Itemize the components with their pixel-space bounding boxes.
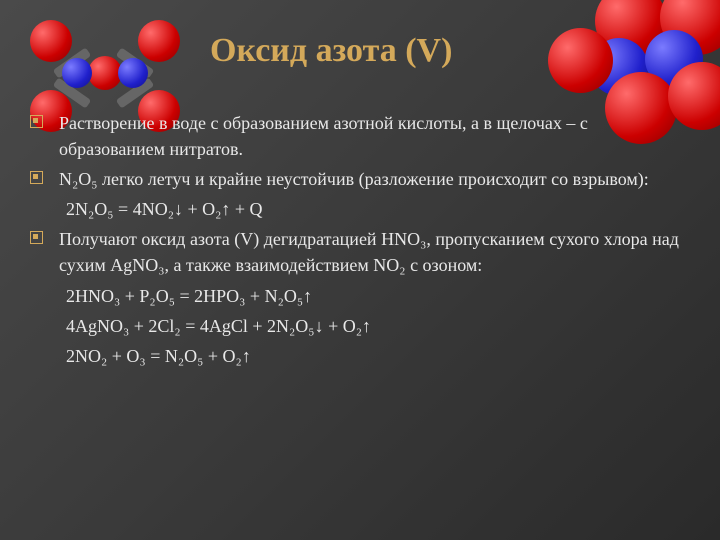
equation-decomposition: 2N₂O₅ = 4NO₂↓ + O₂↑ + Q [66,196,690,222]
bullet-text: N₂O₅ легко летуч и крайне неустойчив (ра… [59,166,649,192]
slide-content: Растворение в воде с образованием азотно… [30,110,690,373]
equation-synthesis-1: 2HNO₃ + P₂O₅ = 2HPO₃ + N₂O₅↑ [66,283,690,309]
bullet-icon [30,115,43,128]
bullet-icon [30,231,43,244]
equation-synthesis-3: 2NO₂ + O₃ = N₂O₅ + O₂↑ [66,343,690,369]
bullet-icon [30,171,43,184]
bullet-item: Растворение в воде с образованием азотно… [30,110,690,162]
slide-title: Оксид азота (V) [210,32,452,70]
bullet-item: Получают оксид азота (V) дегидратацией H… [30,226,690,278]
bullet-text: Растворение в воде с образованием азотно… [59,110,690,162]
bullet-item: N₂O₅ легко летуч и крайне неустойчив (ра… [30,166,690,192]
equation-synthesis-2: 4AgNO₃ + 2Cl₂ = 4AgCl + 2N₂O₅↓ + O₂↑ [66,313,690,339]
bullet-text: Получают оксид азота (V) дегидратацией H… [59,226,690,278]
